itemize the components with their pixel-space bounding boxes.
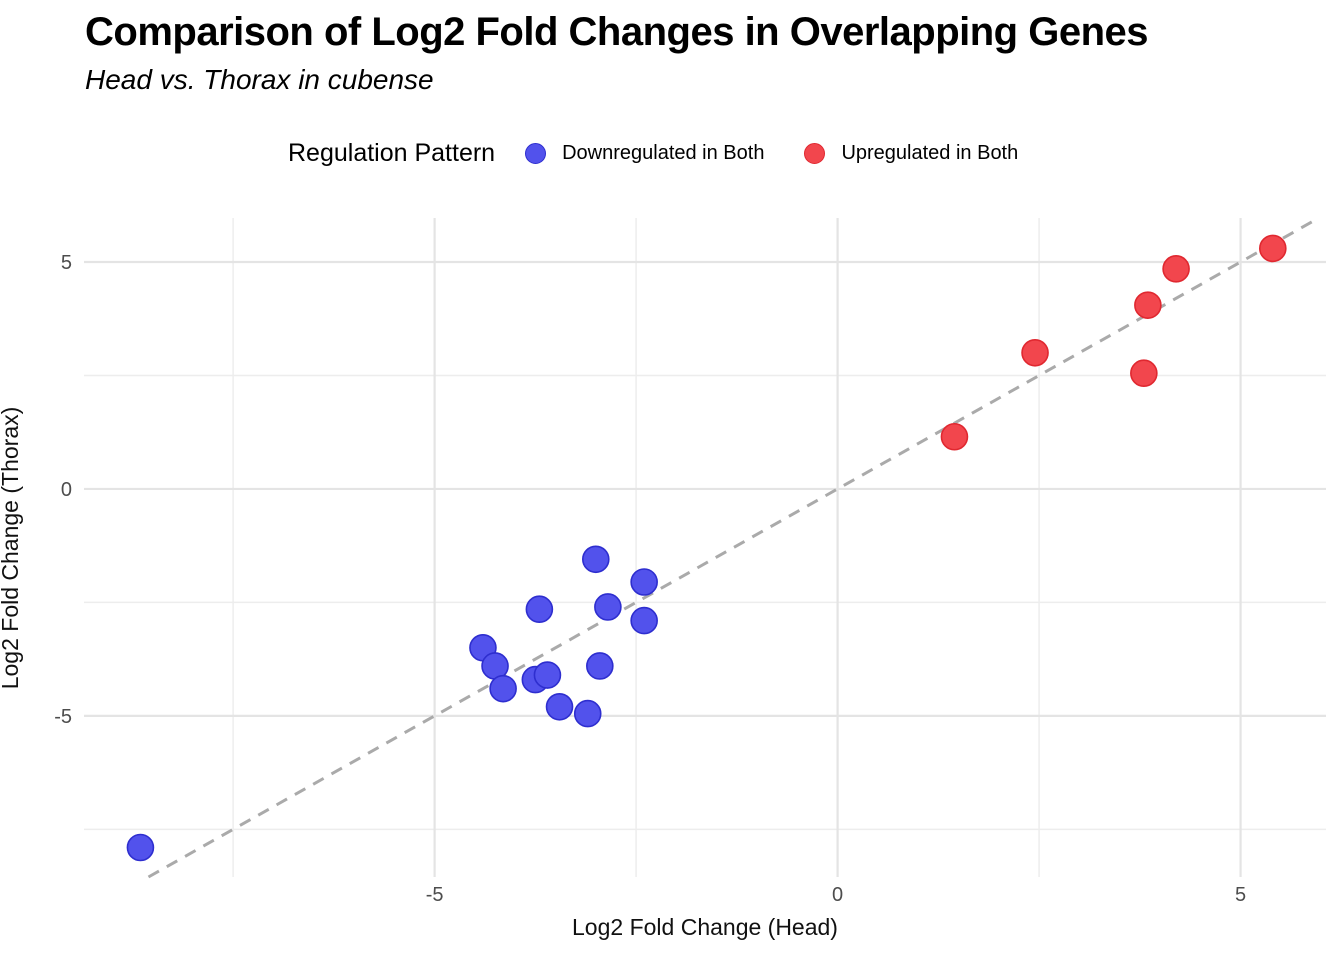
red-point-icon — [804, 142, 826, 164]
data-point-downregulated — [573, 699, 602, 728]
y-axis-title: Log2 Fold Change (Thorax) — [0, 406, 23, 690]
data-point-upregulated — [1162, 255, 1190, 283]
data-point-downregulated — [533, 661, 562, 689]
data-point-downregulated — [525, 595, 554, 624]
data-point-downregulated — [489, 674, 517, 703]
data-point-downregulated — [581, 545, 610, 574]
legend-item-upregulated: Upregulated in Both — [804, 142, 1018, 165]
data-point-downregulated — [126, 833, 155, 862]
data-point-downregulated — [630, 568, 658, 596]
data-point-upregulated — [940, 422, 969, 451]
data-point-downregulated — [586, 652, 614, 680]
data-point-upregulated — [1134, 291, 1162, 319]
data-point-upregulated — [1259, 234, 1287, 263]
legend-title: Regulation Pattern — [288, 138, 496, 167]
data-point-upregulated — [1130, 359, 1158, 388]
legend: Regulation Pattern Downregulated in Both… — [288, 132, 1058, 174]
y-tick-label: -5 — [54, 706, 72, 728]
x-tick-label: 5 — [1235, 884, 1246, 906]
data-point-downregulated — [630, 606, 658, 635]
x-tick-label: 0 — [832, 884, 843, 906]
y-tick-label: 0 — [61, 479, 72, 501]
data-point-downregulated — [545, 693, 574, 721]
x-axis-title: Log2 Fold Change (Head) — [572, 914, 838, 940]
chart-subtitle: Head vs. Thorax in cubense — [85, 64, 434, 95]
y-tick-label: 5 — [61, 252, 72, 274]
legend-item-label: Upregulated in Both — [841, 141, 1019, 164]
legend-item-label: Downregulated in Both — [562, 141, 765, 164]
blue-point-icon — [525, 142, 547, 164]
identity-reference-line — [147, 216, 1320, 879]
legend-item-downregulated: Downregulated in Both — [525, 142, 764, 165]
data-point-upregulated — [1021, 338, 1049, 367]
x-tick-label: -5 — [426, 884, 444, 906]
data-point-downregulated — [594, 593, 622, 621]
chart-title: Comparison of Log2 Fold Changes in Overl… — [85, 10, 1149, 54]
